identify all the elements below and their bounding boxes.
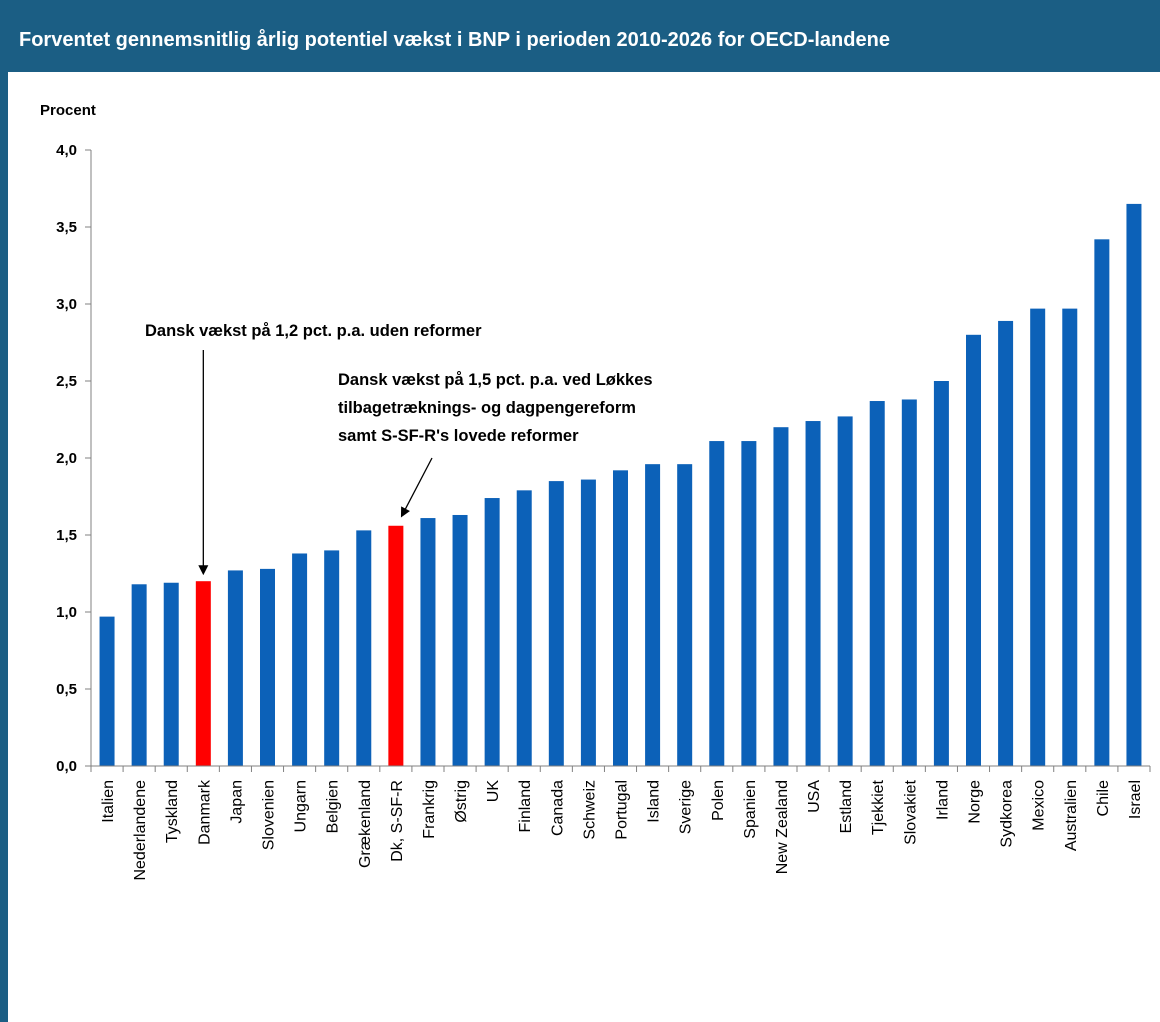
bar-grækenland xyxy=(356,530,372,766)
y-tick-label: 3,0 xyxy=(56,296,77,313)
bar-sverige xyxy=(677,464,693,766)
bar-slovakiet xyxy=(901,399,917,766)
bar-tjekkiet xyxy=(869,401,885,766)
x-tick-label: Estland xyxy=(838,780,855,833)
bar-island xyxy=(645,464,661,766)
x-tick-label: Ungarn xyxy=(293,780,310,832)
y-tick-label: 0,5 xyxy=(56,681,77,698)
bar-uk xyxy=(484,498,500,766)
x-tick-label: Nederlandene xyxy=(132,780,149,881)
bar-chile xyxy=(1094,239,1110,766)
x-tick-label: Schweiz xyxy=(581,780,598,840)
annotation-arrow xyxy=(400,457,433,518)
x-tick-label: New Zealand xyxy=(774,780,791,874)
bars xyxy=(99,203,1142,766)
x-tick-label: Slovenien xyxy=(261,780,278,850)
x-tick-label: Belgien xyxy=(325,780,342,833)
y-tick-label: 2,0 xyxy=(56,450,77,467)
x-tick-label: Israel xyxy=(1127,780,1144,819)
bar-danmark xyxy=(195,581,211,766)
bar-belgien xyxy=(324,550,340,766)
x-tick-label: Danmark xyxy=(196,779,213,845)
bar-østrig xyxy=(452,514,468,766)
bar-estland xyxy=(837,416,853,766)
bar-tyskland xyxy=(163,582,179,766)
bar-italien xyxy=(99,616,115,766)
annotation-label: Dansk vækst på 1,5 pct. p.a. ved Løkkes xyxy=(338,371,653,389)
x-tick-label: Tyskland xyxy=(164,780,181,843)
annotation-label: tilbagetræknings- og dagpengereform xyxy=(338,399,636,417)
x-tick-label: Norge xyxy=(967,780,984,824)
y-tick-label: 1,5 xyxy=(56,527,77,544)
bar-canada xyxy=(548,481,564,766)
bar-spanien xyxy=(741,441,757,766)
bar-finland xyxy=(516,490,532,766)
x-tick-label: Irland xyxy=(934,780,951,820)
bar-ungarn xyxy=(292,553,308,766)
y-tick-label: 1,0 xyxy=(56,604,77,621)
bar-japan xyxy=(227,570,243,766)
x-tick-label: Dk, S-SF-R xyxy=(389,780,406,862)
annotations: Dansk vækst på 1,2 pct. p.a. uden reform… xyxy=(145,322,653,576)
x-tick-label: UK xyxy=(485,780,502,803)
y-tick-label: 0,0 xyxy=(56,758,77,775)
bar-frankrig xyxy=(420,518,436,766)
bar-nederlandene xyxy=(131,584,147,766)
bar-mexico xyxy=(1030,308,1046,766)
bar-israel xyxy=(1126,203,1142,766)
x-tick-label: Italien xyxy=(100,780,117,823)
bar-australien xyxy=(1062,308,1078,766)
x-tick-label: Chile xyxy=(1095,780,1112,817)
bar-usa xyxy=(805,421,821,766)
y-tick-label: 3,5 xyxy=(56,219,77,236)
x-tick-label: Slovakiet xyxy=(902,779,919,844)
x-tick-label: Japan xyxy=(228,780,245,824)
x-tick-label: Sverige xyxy=(678,780,695,834)
bar-irland xyxy=(933,381,949,766)
bar-new-zealand xyxy=(773,427,789,766)
x-axis: Italien Nederlandene Tyskland Danmark Japan S… xyxy=(90,765,1151,881)
x-tick-label: Polen xyxy=(710,780,727,821)
x-tick-label: Frankrig xyxy=(421,780,438,839)
x-tick-label: Tjekkiet xyxy=(870,779,887,835)
y-axis-label: Procent xyxy=(40,102,96,119)
bar-norge xyxy=(966,334,981,766)
x-tick-label: Østrig xyxy=(453,780,470,823)
annotation-label: samt S-SF-R's lovede reformer xyxy=(338,427,579,445)
x-tick-label: Grækenland xyxy=(357,780,374,868)
bar-schweiz xyxy=(580,479,596,766)
chart-title: Forventet gennemsnitlig årlig potentiel … xyxy=(0,0,1160,72)
x-tick-label: Australien xyxy=(1063,780,1080,851)
bar-polen xyxy=(709,441,725,766)
annotation-label: Dansk vækst på 1,2 pct. p.a. uden reform… xyxy=(145,322,482,340)
x-tick-label: Mexico xyxy=(1031,780,1048,831)
x-tick-label: Spanien xyxy=(742,780,759,839)
bar-dk-s-sf-r xyxy=(388,525,404,766)
x-tick-label: Sydkorea xyxy=(999,780,1016,848)
y-tick-label: 4,0 xyxy=(56,142,77,159)
y-tick-label: 2,5 xyxy=(56,373,77,390)
y-axis: 0,0 0,5 1,0 1,5 2,0 2,5 3,0 3,5 4,0 xyxy=(56,142,92,775)
x-tick-label: Canada xyxy=(549,780,566,836)
x-tick-label: USA xyxy=(806,780,823,813)
bar-portugal xyxy=(613,470,628,766)
x-tick-label: Island xyxy=(646,780,663,823)
bar-slovenien xyxy=(260,568,275,766)
x-tick-label: Finland xyxy=(517,780,534,832)
x-tick-label: Portugal xyxy=(614,780,631,840)
bar-sydkorea xyxy=(998,320,1014,766)
